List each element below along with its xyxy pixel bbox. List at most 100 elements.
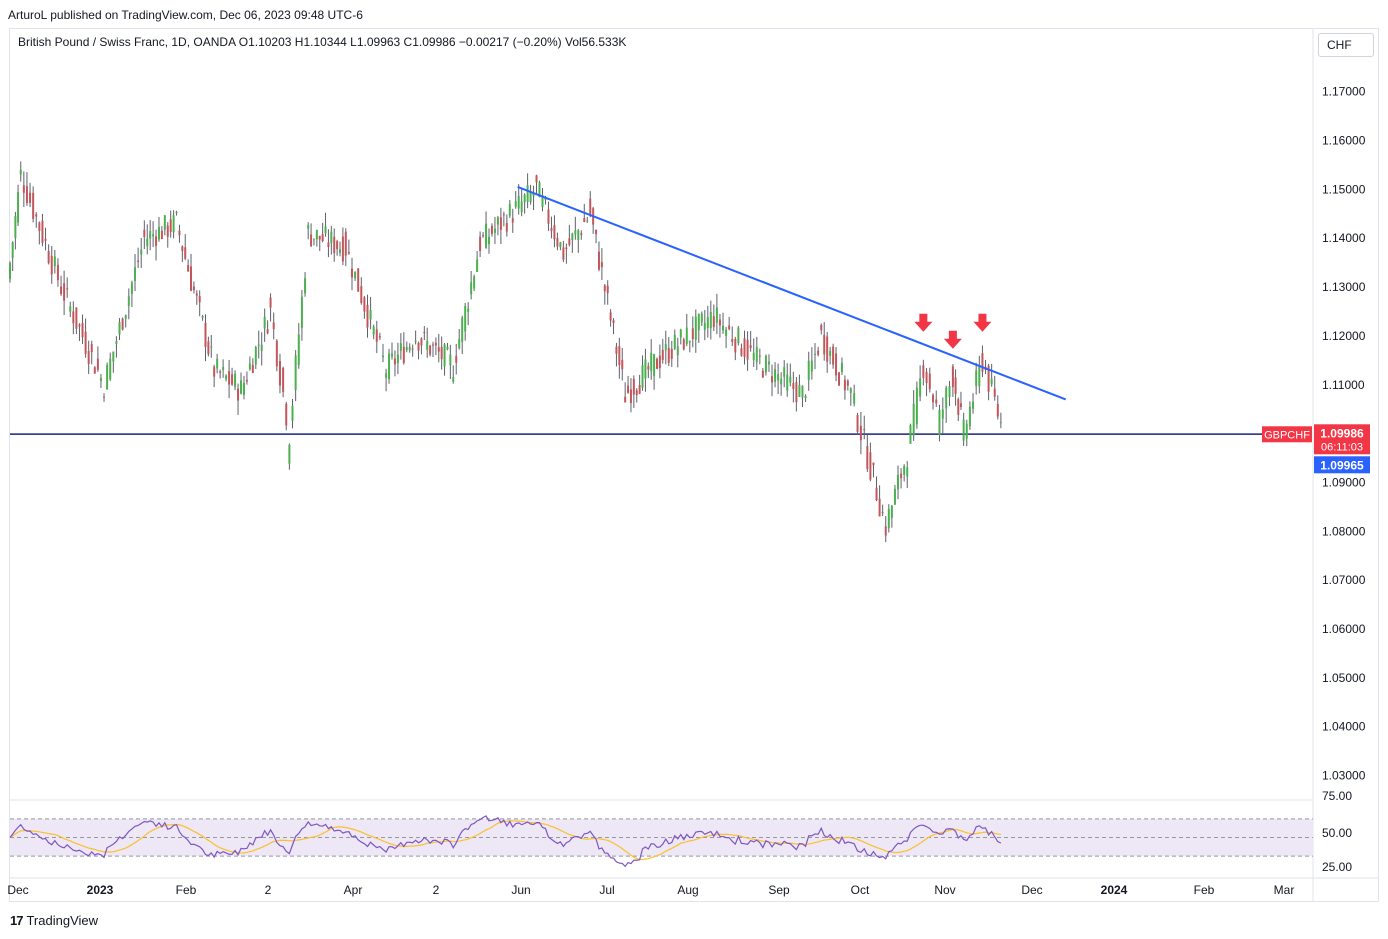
candle-body bbox=[624, 396, 627, 403]
candle-body bbox=[160, 230, 163, 239]
candle-body bbox=[764, 356, 767, 373]
candle-body bbox=[369, 309, 372, 320]
candle-body bbox=[655, 358, 658, 369]
candle-body bbox=[884, 526, 887, 536]
candle-body bbox=[272, 322, 275, 330]
candle-body bbox=[282, 367, 285, 393]
time-tick-label: Sep bbox=[768, 883, 790, 897]
candle-body bbox=[414, 340, 417, 342]
candle-body bbox=[152, 234, 155, 237]
candle-body bbox=[347, 251, 350, 254]
rsi-line bbox=[9, 815, 1002, 868]
candle-body bbox=[490, 225, 493, 234]
tradingview-icon: 17 bbox=[10, 913, 24, 928]
candle-body bbox=[372, 326, 375, 335]
candle-body bbox=[485, 223, 488, 248]
candle-body bbox=[755, 347, 758, 362]
candle-body bbox=[664, 344, 667, 351]
candle-body bbox=[493, 228, 496, 233]
candle-body bbox=[538, 182, 541, 198]
candle-body bbox=[69, 306, 72, 312]
candle-body bbox=[341, 236, 344, 262]
candle-body bbox=[999, 422, 1002, 424]
candle-body bbox=[574, 230, 577, 235]
candle-body bbox=[240, 380, 243, 394]
tradingview-logo[interactable]: 17 TradingView bbox=[10, 913, 98, 928]
candle-body bbox=[336, 241, 339, 250]
candle-body bbox=[589, 198, 592, 215]
candle-body bbox=[562, 247, 565, 260]
price-tick-label: 1.13000 bbox=[1322, 280, 1366, 294]
candle-body bbox=[935, 399, 938, 404]
candle-body bbox=[354, 271, 357, 279]
candle-body bbox=[41, 220, 44, 243]
time-tick-label: Nov bbox=[934, 883, 955, 897]
candle-body bbox=[688, 340, 691, 343]
candle-body bbox=[962, 419, 965, 441]
price-tick-label: 1.16000 bbox=[1322, 133, 1366, 147]
candle-body bbox=[245, 379, 248, 382]
candle-body bbox=[928, 373, 931, 390]
candle-body bbox=[981, 353, 984, 372]
candle-body bbox=[912, 403, 915, 436]
candle-body bbox=[47, 250, 50, 264]
candle-body bbox=[291, 405, 294, 421]
candle-body bbox=[350, 268, 353, 278]
candle-body bbox=[676, 346, 679, 356]
candle-body bbox=[712, 316, 715, 328]
candle-body bbox=[35, 214, 38, 217]
candle-body bbox=[266, 329, 269, 334]
candle-body bbox=[972, 401, 975, 409]
symbol-tag: GBPCHF bbox=[1264, 429, 1310, 441]
candle-body bbox=[32, 192, 35, 219]
candle-body bbox=[307, 225, 310, 229]
candle-body bbox=[399, 343, 402, 351]
candle-body bbox=[411, 348, 414, 350]
candle-body bbox=[715, 307, 718, 323]
time-tick-label: Feb bbox=[1194, 883, 1215, 897]
candle-body bbox=[434, 342, 437, 346]
candle-body bbox=[959, 403, 962, 408]
candle-body bbox=[175, 211, 178, 214]
candle-body bbox=[204, 322, 207, 348]
candle-body bbox=[396, 354, 399, 364]
candle-body bbox=[310, 234, 313, 247]
candle-body bbox=[219, 371, 222, 373]
time-tick-label: Aug bbox=[677, 883, 698, 897]
candle-body bbox=[187, 265, 190, 272]
candle-body bbox=[228, 370, 231, 385]
candle-body bbox=[600, 262, 603, 268]
candle-body bbox=[837, 372, 840, 386]
candle-body bbox=[903, 465, 906, 475]
candle-body bbox=[426, 341, 429, 351]
candle-body bbox=[743, 338, 746, 357]
candle-body bbox=[890, 505, 893, 518]
candle-body bbox=[900, 473, 903, 479]
resistance-trendline[interactable] bbox=[517, 185, 1067, 401]
time-tick-label: Mar bbox=[1274, 883, 1295, 897]
candle-body bbox=[661, 349, 664, 360]
candle-body bbox=[835, 353, 838, 376]
candle-body bbox=[130, 282, 133, 294]
candle-body bbox=[300, 296, 303, 329]
candle-body bbox=[990, 378, 993, 385]
candle-body bbox=[143, 229, 146, 237]
candle-body bbox=[722, 325, 725, 331]
candle-body bbox=[75, 307, 78, 329]
candle-body bbox=[29, 192, 32, 203]
candle-body bbox=[210, 346, 213, 348]
candle-body bbox=[731, 338, 734, 342]
candle-body bbox=[269, 297, 272, 308]
candle-body bbox=[638, 385, 641, 394]
candle-body bbox=[473, 276, 476, 289]
currency-button[interactable]: CHF bbox=[1318, 33, 1374, 57]
candle-body bbox=[682, 339, 685, 350]
candle-body bbox=[893, 488, 896, 505]
candle-body bbox=[388, 353, 391, 380]
candle-body bbox=[9, 262, 11, 280]
time-tick-label: Jul bbox=[599, 883, 614, 897]
candle-body bbox=[181, 246, 184, 252]
candle-body bbox=[443, 344, 446, 367]
candle-body bbox=[996, 403, 999, 417]
